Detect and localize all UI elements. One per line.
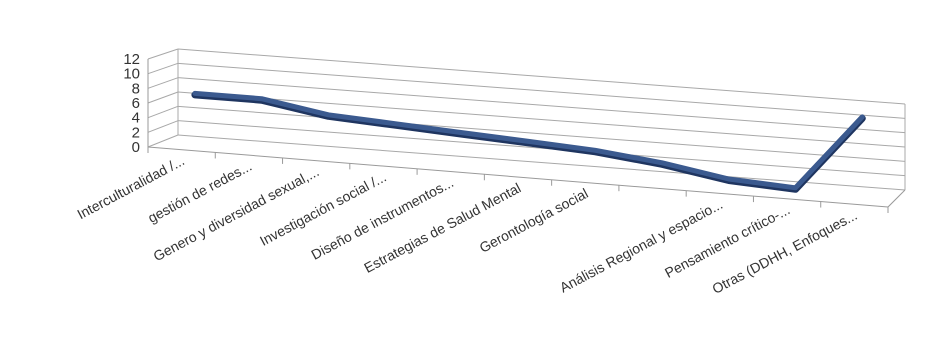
axes <box>147 49 906 208</box>
gridline <box>177 48 906 105</box>
y-tick-label: 4 <box>132 110 140 127</box>
gridline <box>177 105 906 162</box>
y-tick-label: 6 <box>132 95 140 112</box>
gridline <box>177 91 906 148</box>
gridlines <box>147 48 906 191</box>
category-label: Diseño de instrumentos... <box>308 174 456 263</box>
y-tick-label: 0 <box>132 139 140 156</box>
series <box>191 90 866 193</box>
gridline <box>177 77 906 134</box>
side-gridline <box>147 48 179 60</box>
category-label: Investigación social /... <box>257 169 389 249</box>
side-gridline <box>147 120 179 133</box>
category-labels: Interculturalidad /...gestión de redes..… <box>74 152 859 297</box>
floor-front-edge <box>147 146 889 208</box>
gridline <box>177 62 906 119</box>
gridline <box>177 134 906 191</box>
side-gridline <box>147 105 179 119</box>
side-gridline <box>147 134 179 148</box>
category-label: Pensamiento crítico-... <box>662 201 792 281</box>
y-tick-label: 10 <box>123 66 140 83</box>
floor-right-edge <box>887 189 906 208</box>
side-gridline <box>147 91 179 104</box>
y-tick-label: 12 <box>123 51 140 68</box>
y-tick-label: 2 <box>132 124 140 141</box>
x-axis-ticks <box>147 147 889 213</box>
side-gridline <box>147 62 179 75</box>
gridline <box>177 120 906 177</box>
side-gridline <box>147 77 179 89</box>
y-tick-label: 8 <box>132 80 140 97</box>
category-label: Otras (DDHH, Enfoques... <box>709 207 859 297</box>
